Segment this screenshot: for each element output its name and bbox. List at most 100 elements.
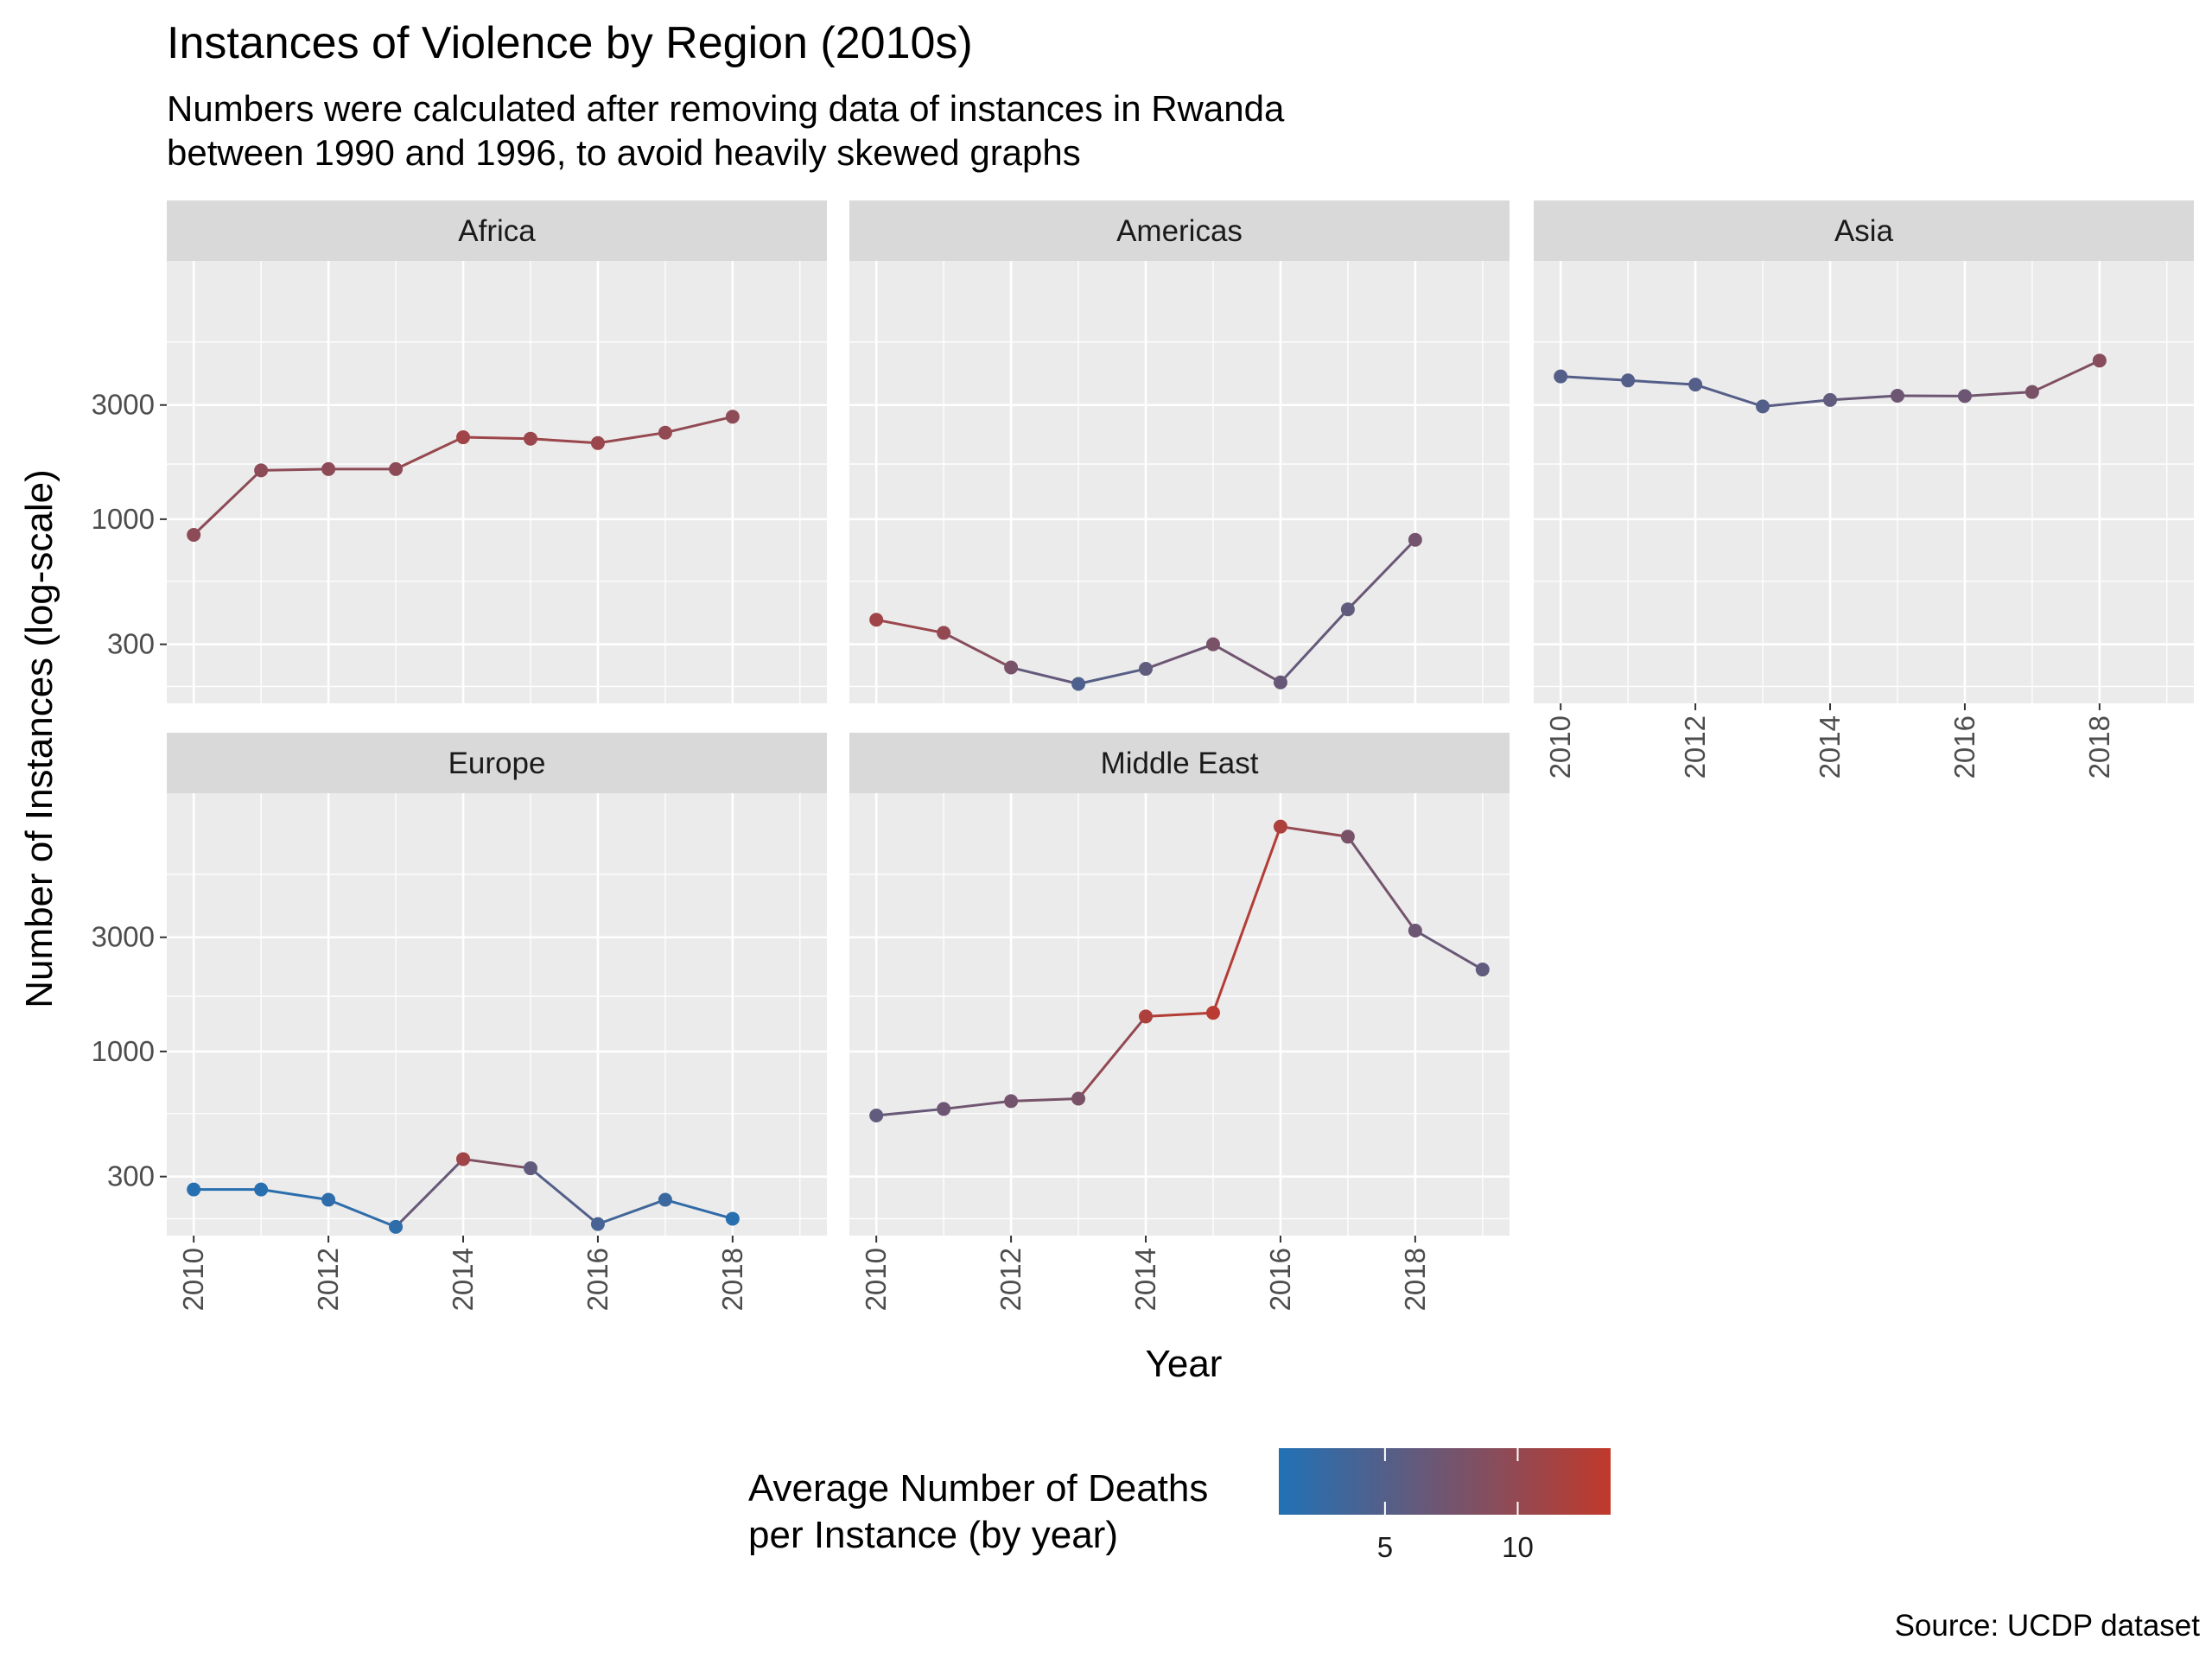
panel-europe: Europe 300 1000 3000 2010 2012 2014 2016 2018: [92, 733, 827, 1311]
series-segment-americas: [1145, 643, 1214, 671]
data-point-europe-2013: [389, 1219, 404, 1234]
panel-middle-east: Middle East 2010 2012 2014 2016 2018: [849, 733, 1510, 1311]
x-tick-label: 2016: [1948, 715, 1980, 779]
data-point-europe-2015: [523, 1161, 537, 1176]
data-point-asia-2017: [2024, 385, 2039, 399]
data-point-americas-2017: [1340, 602, 1355, 617]
series-segment-middle-east: [1145, 1011, 1214, 1018]
series-segment-africa: [193, 469, 263, 537]
strip-label-africa: Africa: [458, 214, 536, 248]
legend-title-line-2: per Instance (by year): [748, 1514, 1118, 1556]
legend-tick-label: 5: [1377, 1531, 1393, 1563]
data-point-asia-2010: [1554, 369, 1568, 384]
strip-label-americas: Americas: [1116, 214, 1243, 248]
series-segment-africa: [530, 437, 599, 445]
data-point-africa-2012: [321, 461, 336, 476]
data-point-asia-2015: [1890, 389, 1904, 404]
data-point-asia-2016: [1957, 389, 1972, 404]
y-tick-label: 3000: [92, 389, 155, 421]
x-axis-title: Year: [1146, 1343, 1223, 1385]
chart-subtitle-line-2: between 1990 and 1996, to avoid heavily …: [167, 132, 1081, 173]
data-point-asia-2012: [1688, 378, 1703, 392]
series-segment-africa: [597, 431, 666, 445]
series-segment-europe: [597, 1198, 666, 1226]
data-point-europe-2017: [658, 1192, 672, 1207]
series-segment-asia: [1694, 383, 1764, 408]
data-point-middle-east-2017: [1340, 830, 1355, 844]
data-point-middle-east-2013: [1071, 1091, 1086, 1106]
data-point-americas-2015: [1205, 637, 1220, 652]
x-tick-label: 2016: [582, 1248, 613, 1311]
data-point-americas-2010: [869, 613, 884, 627]
data-point-middle-east-2014: [1139, 1009, 1154, 1024]
data-point-americas-2018: [1408, 532, 1422, 547]
x-tick-label: 2014: [1814, 715, 1846, 779]
data-point-europe-2016: [590, 1217, 605, 1231]
series-segment-americas: [1212, 643, 1281, 684]
chart-title: Instances of Violence by Region (2010s): [167, 18, 973, 68]
y-axis-title: Number of Instances (log-scale): [18, 469, 60, 1008]
panel-africa: Africa 300 1000 3000: [92, 200, 827, 703]
data-point-asia-2013: [1756, 399, 1770, 414]
strip-africa: [167, 200, 827, 261]
x-tick-label: 2016: [1264, 1248, 1296, 1311]
series-segment-americas: [1279, 608, 1350, 683]
series-segment-europe: [530, 1166, 599, 1225]
data-point-middle-east-2012: [1004, 1094, 1019, 1109]
x-tick-label: 2010: [177, 1248, 209, 1311]
series-segment-middle-east: [876, 1107, 944, 1117]
plot-background-asia: [1534, 261, 2194, 703]
series-segment-asia: [1628, 378, 1696, 386]
series-segment-asia: [2031, 359, 2101, 394]
data-point-europe-2011: [254, 1182, 269, 1197]
series-segment-middle-east: [1414, 929, 1484, 971]
data-point-americas-2013: [1071, 677, 1086, 691]
data-point-africa-2010: [187, 528, 201, 543]
strip-europe: [167, 733, 827, 793]
strip-label-asia: Asia: [1834, 214, 1894, 248]
series-segment-asia: [1560, 375, 1629, 382]
series-segment-europe: [664, 1198, 734, 1220]
data-point-middle-east-2018: [1408, 923, 1422, 938]
y-tick-label: 1000: [92, 503, 155, 535]
data-point-africa-2017: [658, 425, 672, 440]
series-segment-europe: [327, 1198, 397, 1229]
strip-label-europe: Europe: [448, 747, 546, 780]
series-segment-asia: [1762, 398, 1831, 408]
plot-background-americas: [849, 261, 1510, 703]
data-point-asia-2014: [1823, 392, 1838, 407]
x-tick-label: 2012: [312, 1248, 344, 1311]
series-segment-middle-east: [1077, 1015, 1147, 1100]
y-tick-label: 1000: [92, 1035, 155, 1067]
data-point-africa-2011: [254, 463, 269, 478]
series-segment-middle-east: [1280, 825, 1349, 838]
plot-background-europe: [167, 793, 827, 1236]
series-segment-europe: [394, 1158, 465, 1228]
x-tick-label: 2018: [1399, 1248, 1431, 1311]
chart-caption: Source: UCDP dataset: [1895, 1609, 2201, 1643]
data-point-middle-east-2016: [1273, 819, 1287, 834]
data-point-africa-2016: [590, 435, 605, 450]
data-point-middle-east-2010: [869, 1108, 884, 1122]
y-tick-label: 300: [107, 628, 155, 660]
x-tick-label: 2018: [716, 1248, 748, 1311]
data-point-americas-2012: [1004, 660, 1019, 675]
series-segment-africa: [261, 467, 329, 472]
data-point-europe-2014: [456, 1152, 471, 1166]
x-tick-label: 2014: [1129, 1248, 1161, 1311]
data-point-africa-2014: [456, 430, 471, 445]
legend-tick-label: 10: [1502, 1531, 1534, 1563]
data-point-africa-2015: [523, 431, 537, 446]
data-point-europe-2012: [321, 1192, 336, 1207]
chart-subtitle-line-1: Numbers were calculated after removing d…: [167, 88, 1285, 129]
series-segment-africa: [395, 435, 464, 471]
series-segment-europe: [462, 1157, 531, 1170]
y-tick-label: 3000: [92, 921, 155, 953]
strip-americas: [849, 200, 1510, 261]
panel-asia: Asia 2010 2012 2014 2016 2018: [1534, 200, 2194, 779]
series-segment-africa: [462, 435, 531, 441]
series-segment-asia: [1829, 394, 1898, 402]
x-tick-label: 2014: [447, 1248, 479, 1311]
data-point-middle-east-2015: [1205, 1006, 1220, 1020]
